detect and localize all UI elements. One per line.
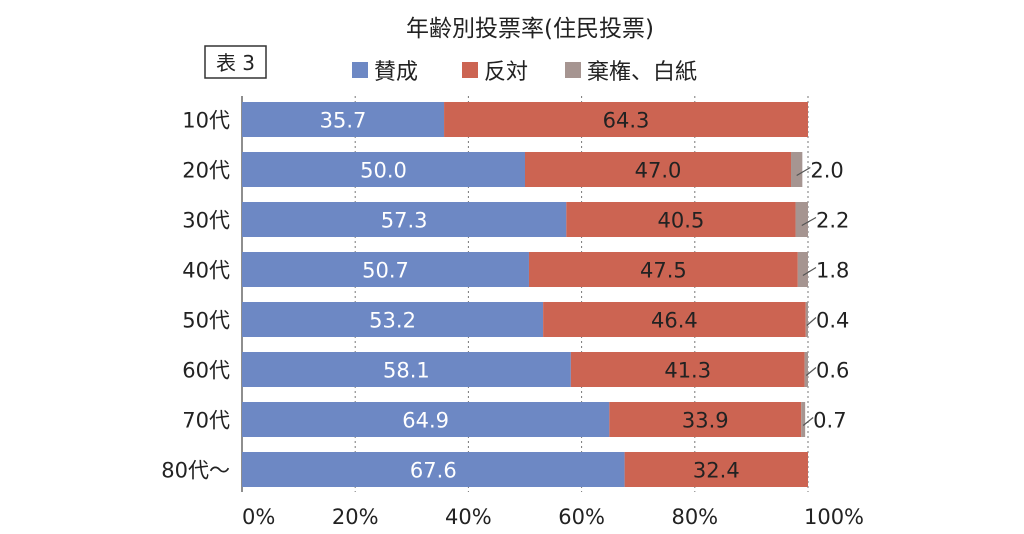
- bar-0-3: [242, 252, 529, 287]
- bar-2-2: [795, 202, 808, 237]
- x-tick-label-5: 100%: [804, 505, 864, 529]
- data-label-0-5: 58.1: [383, 359, 430, 383]
- data-label-0-7: 67.6: [410, 459, 457, 483]
- category-label-3: 40代: [182, 259, 230, 283]
- bar-1-7: [624, 452, 808, 487]
- table-label-text: 表 3: [216, 51, 255, 75]
- x-tick-label-2: 40%: [445, 505, 492, 529]
- data-label-1-2: 40.5: [658, 209, 705, 233]
- category-label-0: 10代: [182, 109, 230, 133]
- leader-line-6: [802, 417, 814, 426]
- bar-1-6: [609, 402, 802, 437]
- category-label-1: 20代: [182, 159, 230, 183]
- bar-1-2: [566, 202, 796, 237]
- bar-1-3: [528, 252, 798, 287]
- category-label-6: 70代: [182, 409, 230, 433]
- legend-label-0: 賛成: [374, 60, 418, 85]
- bar-0-7: [242, 452, 625, 487]
- data-label-1-0: 64.3: [603, 109, 650, 133]
- data-label-1-5: 41.3: [664, 359, 711, 383]
- bar-2-6: [801, 402, 806, 437]
- data-label-1-4: 46.4: [651, 309, 698, 333]
- x-tick-label-4: 80%: [671, 505, 718, 529]
- bar-1-1: [525, 152, 792, 187]
- legend-label-2: 棄権、白紙: [587, 60, 697, 85]
- data-label-1-1: 47.0: [635, 159, 682, 183]
- bar-2-1: [791, 152, 803, 187]
- data-label-2-5: 0.6: [816, 359, 849, 383]
- x-tick-label-3: 60%: [558, 505, 605, 529]
- data-label-2-1: 2.0: [810, 159, 843, 183]
- table-label-box: [204, 45, 267, 79]
- bar-0-0: [242, 102, 445, 137]
- bar-1-4: [543, 302, 806, 337]
- bars: 35.7 64.3 50.0 47.0 2.0 57.3 40.5 2.2 50.7 47.5 1.…: [242, 102, 849, 487]
- bar-0-2: [242, 202, 567, 237]
- bar-1-5: [570, 352, 805, 387]
- data-label-2-2: 2.2: [816, 209, 849, 233]
- bar-2-3: [797, 252, 808, 287]
- leader-line-5: [805, 367, 817, 376]
- x-tick-label-1: 20%: [332, 505, 379, 529]
- chart-title: 年齢別投票率(住民投票): [406, 16, 654, 42]
- x-tick-label-0: 0%: [242, 505, 275, 529]
- category-label-5: 60代: [182, 359, 230, 383]
- table-label: 表 3: [204, 45, 267, 79]
- category-label-2: 30代: [182, 209, 230, 233]
- legend-swatch-0: [352, 62, 368, 78]
- data-label-1-3: 47.5: [640, 259, 687, 283]
- bar-1-0: [444, 102, 808, 137]
- data-label-2-4: 0.4: [816, 309, 849, 333]
- data-label-0-6: 64.9: [402, 409, 449, 433]
- leader-line-3: [802, 266, 817, 277]
- bar-2-4: [805, 302, 808, 337]
- leader-line-2: [801, 216, 817, 227]
- data-label-0-0: 35.7: [320, 109, 367, 133]
- bar-0-4: [242, 302, 544, 337]
- category-label-4: 50代: [182, 309, 230, 333]
- y-axis-labels: 10代 20代 30代 40代 50代 60代 70代 80代〜: [161, 109, 230, 483]
- leader-line-1: [796, 166, 811, 177]
- bar-2-5: [804, 352, 808, 387]
- legend-swatch-2: [565, 62, 581, 78]
- leader-line-4: [806, 317, 817, 326]
- data-label-1-7: 32.4: [693, 459, 740, 483]
- bar-0-5: [242, 352, 571, 387]
- legend: 賛成 反対 棄権、白紙: [352, 60, 697, 85]
- category-label-7: 80代〜: [161, 459, 230, 483]
- data-label-1-6: 33.9: [682, 409, 729, 433]
- x-axis-labels: 0% 20% 40% 60% 80% 100%: [242, 505, 864, 529]
- data-label-0-3: 50.7: [362, 259, 409, 283]
- data-label-0-2: 57.3: [381, 209, 428, 233]
- data-label-0-1: 50.0: [360, 159, 407, 183]
- bar-0-1: [242, 152, 525, 187]
- legend-label-1: 反対: [484, 60, 528, 85]
- legend-swatch-1: [462, 62, 478, 78]
- data-label-0-4: 53.2: [369, 309, 416, 333]
- data-label-2-3: 1.8: [816, 259, 849, 283]
- data-label-2-6: 0.7: [813, 409, 846, 433]
- bar-0-6: [242, 402, 610, 437]
